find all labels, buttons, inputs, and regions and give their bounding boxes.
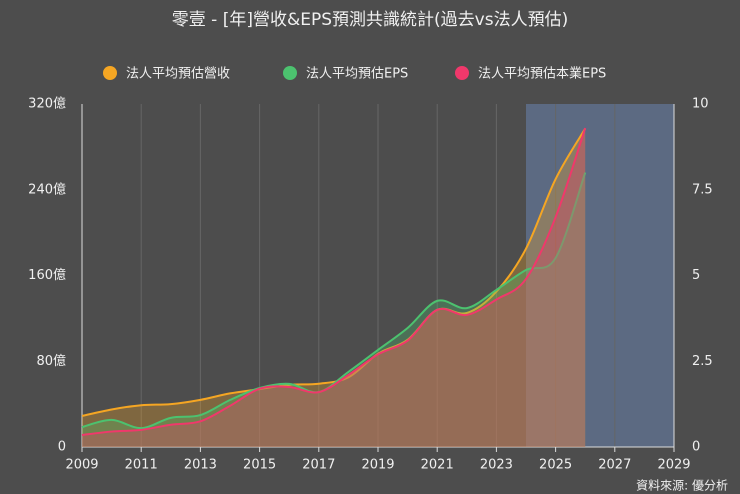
y2-tick-label: 2.5 (692, 354, 713, 369)
forecast-region (526, 104, 674, 447)
x-tick-label: 2023 (480, 458, 513, 473)
source: 資料來源: 優分析 (636, 479, 728, 493)
y2-tick-label: 10 (692, 97, 709, 112)
y-tick-label: 160億 (28, 267, 66, 283)
y2-tick-label: 0 (692, 440, 700, 455)
x-tick-label: 2015 (243, 458, 276, 473)
legend-label: 法人平均預估本業EPS (478, 66, 606, 82)
x-tick-label: 2011 (125, 458, 158, 473)
legend-marker (103, 66, 117, 80)
line (81, 172, 587, 430)
legend-marker (283, 66, 297, 80)
y-tick-label: 240億 (28, 181, 66, 197)
y-tick-label: 0 (58, 440, 66, 455)
chart-title: 零壹 - [年]營收&EPS預測共識統計(過去vs法人預估) (172, 10, 568, 30)
y2-tick-label: 5 (692, 268, 700, 283)
area (82, 128, 586, 447)
x-tick-label: 2025 (539, 458, 572, 473)
x-tick-label: 2017 (302, 458, 335, 473)
x-tick-label: 2027 (598, 458, 631, 473)
line (81, 127, 587, 436)
legend-marker (455, 66, 469, 80)
x-tick-label: 2021 (421, 458, 454, 473)
x-tick-label: 2009 (65, 458, 98, 473)
y-tick-label: 80億 (36, 353, 66, 369)
x-tick-label: 2013 (184, 458, 217, 473)
y-tick-label: 320億 (28, 96, 66, 112)
legend-label: 法人平均預估營收 (126, 67, 230, 82)
x-tick-label: 2019 (361, 458, 394, 473)
y2-tick-label: 7.5 (692, 182, 713, 197)
area (82, 128, 586, 447)
x-tick-label: 2029 (657, 458, 690, 473)
area (82, 172, 586, 447)
legend-label: 法人平均預估EPS (306, 67, 408, 82)
